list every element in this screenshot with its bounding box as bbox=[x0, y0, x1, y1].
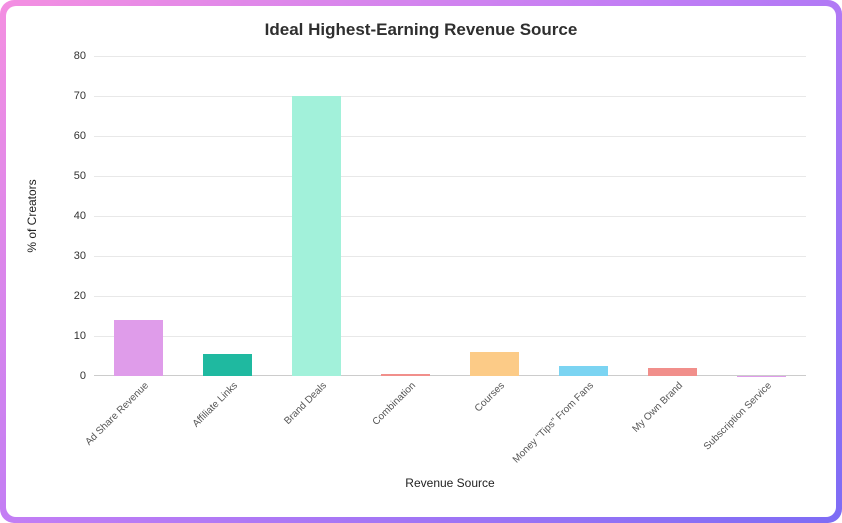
x-axis-baseline bbox=[94, 375, 806, 376]
y-tick-label: 80 bbox=[74, 50, 94, 62]
x-tick-label: Subscription Service bbox=[697, 376, 773, 452]
gridline bbox=[94, 336, 806, 337]
x-tick-label: Affiliate Links bbox=[186, 376, 240, 430]
x-tick-label: My Own Brand bbox=[626, 376, 685, 435]
x-tick-label: Brand Deals bbox=[278, 376, 329, 427]
x-axis-label: Revenue Source bbox=[405, 476, 494, 490]
bar bbox=[470, 352, 519, 376]
bar bbox=[292, 96, 341, 376]
y-tick-label: 60 bbox=[74, 130, 94, 142]
x-tick-label: Ad Share Revenue bbox=[79, 376, 151, 448]
chart-title: Ideal Highest-Earning Revenue Source bbox=[6, 20, 836, 40]
chart-frame: Ideal Highest-Earning Revenue Source % o… bbox=[0, 0, 842, 523]
gridline bbox=[94, 56, 806, 57]
y-tick-label: 0 bbox=[80, 370, 94, 382]
x-tick-label: Combination bbox=[366, 376, 418, 428]
y-tick-label: 50 bbox=[74, 170, 94, 182]
bar bbox=[114, 320, 163, 376]
gridline bbox=[94, 136, 806, 137]
gridline bbox=[94, 96, 806, 97]
gridline bbox=[94, 176, 806, 177]
gridline bbox=[94, 216, 806, 217]
gridline bbox=[94, 256, 806, 257]
bar bbox=[559, 366, 608, 376]
y-axis-label: % of Creators bbox=[25, 179, 39, 252]
y-tick-label: 20 bbox=[74, 290, 94, 302]
gridline bbox=[94, 296, 806, 297]
plot-area: 01020304050607080Ad Share RevenueAffilia… bbox=[94, 56, 806, 376]
x-tick-label: Money "Tips" From Fans bbox=[506, 376, 595, 465]
y-tick-label: 70 bbox=[74, 90, 94, 102]
y-tick-label: 30 bbox=[74, 250, 94, 262]
y-tick-label: 40 bbox=[74, 210, 94, 222]
bar bbox=[203, 354, 252, 376]
x-tick-label: Courses bbox=[468, 376, 506, 414]
chart-canvas: Ideal Highest-Earning Revenue Source % o… bbox=[6, 6, 836, 517]
y-tick-label: 10 bbox=[74, 330, 94, 342]
